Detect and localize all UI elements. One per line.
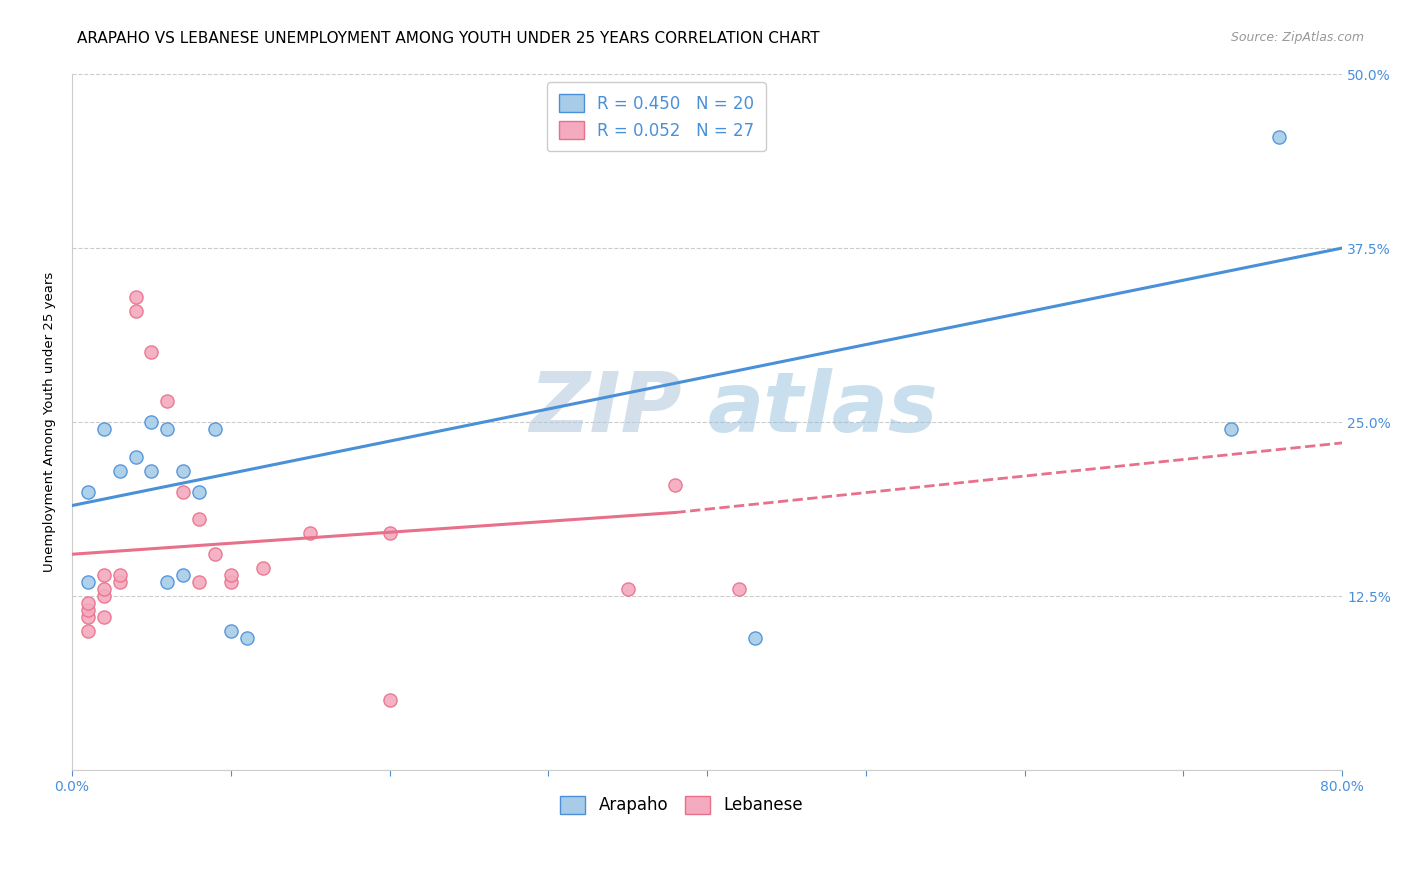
Point xyxy=(156,422,179,436)
Point xyxy=(172,484,194,499)
Point xyxy=(299,526,322,541)
Point xyxy=(1220,422,1243,436)
Point xyxy=(77,596,100,610)
Point xyxy=(124,450,146,464)
Point xyxy=(378,526,401,541)
Point xyxy=(728,582,751,596)
Point xyxy=(93,422,115,436)
Text: atlas: atlas xyxy=(707,368,938,449)
Point xyxy=(77,575,100,590)
Point xyxy=(93,568,115,582)
Point xyxy=(93,610,115,624)
Point xyxy=(172,464,194,478)
Point xyxy=(124,290,146,304)
Point xyxy=(77,484,100,499)
Point xyxy=(77,610,100,624)
Text: ARAPAHO VS LEBANESE UNEMPLOYMENT AMONG YOUTH UNDER 25 YEARS CORRELATION CHART: ARAPAHO VS LEBANESE UNEMPLOYMENT AMONG Y… xyxy=(77,31,820,46)
Point xyxy=(108,464,131,478)
Legend: Arapaho, Lebanese: Arapaho, Lebanese xyxy=(551,786,813,824)
Point xyxy=(108,568,131,582)
Point xyxy=(108,575,131,590)
Text: ZIP: ZIP xyxy=(529,368,682,449)
Point xyxy=(617,582,640,596)
Point xyxy=(93,582,115,596)
Point xyxy=(188,484,211,499)
Point xyxy=(235,631,257,645)
Point xyxy=(141,345,163,359)
Point xyxy=(219,575,242,590)
Point xyxy=(188,575,211,590)
Point xyxy=(188,512,211,526)
Point xyxy=(77,603,100,617)
Point xyxy=(77,624,100,638)
Point xyxy=(156,394,179,409)
Point xyxy=(204,422,226,436)
Point xyxy=(1267,129,1289,144)
Point xyxy=(378,693,401,707)
Point xyxy=(744,631,766,645)
Point xyxy=(172,568,194,582)
Point xyxy=(141,415,163,429)
Point xyxy=(204,547,226,561)
Text: Source: ZipAtlas.com: Source: ZipAtlas.com xyxy=(1230,31,1364,45)
Y-axis label: Unemployment Among Youth under 25 years: Unemployment Among Youth under 25 years xyxy=(44,272,56,572)
Point xyxy=(93,589,115,603)
Point xyxy=(156,575,179,590)
Point xyxy=(219,568,242,582)
Point xyxy=(141,464,163,478)
Point xyxy=(124,303,146,318)
Point xyxy=(664,477,686,491)
Point xyxy=(252,561,274,575)
Point xyxy=(219,624,242,638)
